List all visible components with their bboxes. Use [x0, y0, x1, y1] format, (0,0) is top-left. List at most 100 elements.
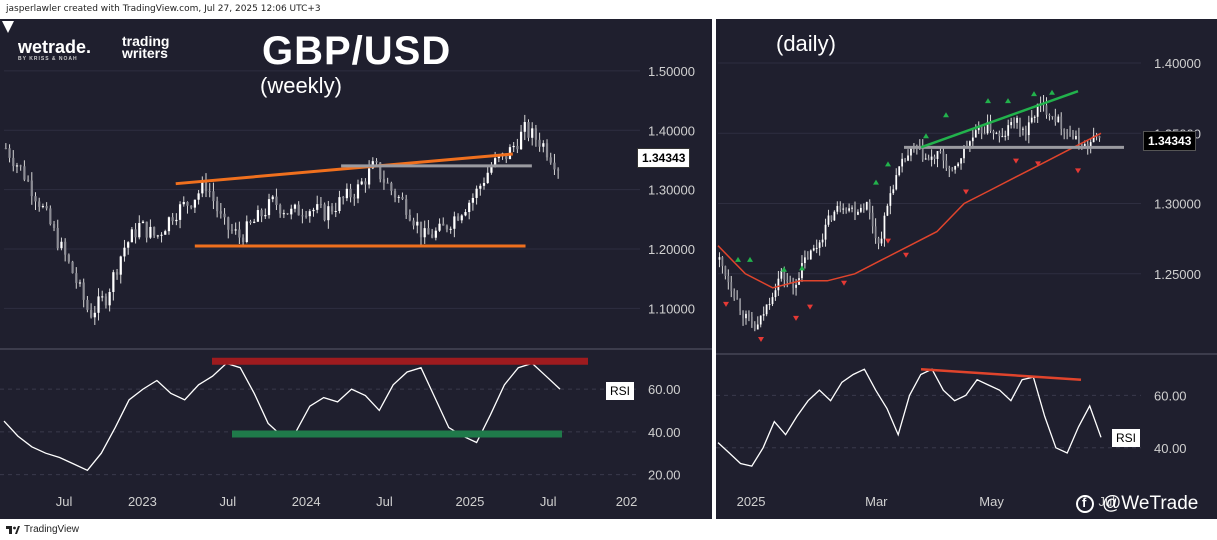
- daily-candle: [910, 148, 912, 156]
- weekly-candle: [56, 227, 59, 249]
- weekly-candle: [186, 202, 189, 206]
- daily-price-tick-label: 1.30000: [1154, 197, 1201, 212]
- daily-candle: [786, 279, 789, 282]
- weekly-candle: [130, 229, 133, 243]
- weekly-candle: [442, 223, 445, 226]
- weekly-candle: [160, 234, 163, 236]
- daily-candle: [1075, 135, 1077, 140]
- daily-candle: [833, 211, 836, 221]
- weekly-candle: [212, 191, 215, 202]
- weekly-candle: [349, 188, 352, 198]
- daily-candle: [1054, 116, 1057, 123]
- daily-candle: [998, 132, 1001, 137]
- daily-candle: [892, 189, 895, 194]
- weekly-candle: [519, 131, 523, 150]
- weekly-candle: [360, 181, 363, 185]
- weekly-candle: [112, 272, 115, 293]
- daily-candle: [980, 126, 983, 134]
- daily-candle: [977, 126, 980, 131]
- facebook-icon: [1076, 495, 1094, 513]
- daily-candle: [936, 151, 939, 159]
- daily-candle: [865, 201, 868, 210]
- weekly-candle: [538, 139, 541, 147]
- daily-candle: [992, 130, 995, 134]
- weekly-candle: [549, 157, 552, 163]
- daily-candle: [836, 205, 839, 212]
- weekly-candle: [119, 256, 122, 275]
- daily-candle: [809, 250, 812, 260]
- weekly-candle: [138, 223, 141, 238]
- weekly-candle: [419, 221, 423, 238]
- weekly-candle: [405, 199, 408, 215]
- weekly-candle: [468, 202, 471, 213]
- wetrade-handle: @WeTrade: [1076, 493, 1198, 515]
- daily-candle: [927, 158, 930, 160]
- weekly-candle: [330, 206, 334, 212]
- daily-candle: [945, 160, 948, 168]
- daily-candle: [942, 151, 945, 161]
- weekly-candle: [479, 185, 482, 189]
- daily-candle: [1048, 114, 1051, 116]
- daily-x-tick-label: Mar: [865, 494, 888, 509]
- weekly-candle: [19, 165, 22, 167]
- daily-candle: [939, 151, 942, 153]
- trading-writers-line1: trading: [122, 33, 170, 49]
- weekly-candle: [304, 215, 308, 217]
- daily-down-fractal-marker: [723, 301, 729, 307]
- weekly-candle: [197, 193, 200, 200]
- daily-candle: [874, 226, 877, 239]
- daily-up-fractal-marker: [885, 161, 891, 167]
- weekly-candle: [531, 128, 534, 138]
- weekly-candle: [401, 196, 404, 200]
- weekly-candle: [30, 180, 33, 197]
- daily-chart-svg: 1.400001.350001.300001.2500060.0040.0020…: [716, 56, 1217, 509]
- weekly-candle: [275, 196, 278, 205]
- weekly-candle: [386, 182, 389, 184]
- daily-price-tick-label: 1.25000: [1154, 267, 1201, 282]
- weekly-candle: [123, 247, 126, 257]
- weekly-candle: [93, 312, 96, 318]
- daily-candle: [860, 207, 862, 212]
- weekly-candle: [316, 204, 319, 210]
- daily-x-tick-label: Jul: [1098, 494, 1115, 509]
- weekly-candle: [204, 181, 208, 192]
- weekly-candle: [271, 196, 274, 200]
- daily-candle: [762, 314, 765, 316]
- weekly-price-tick-label: 1.40000: [648, 123, 695, 138]
- weekly-candle: [182, 202, 185, 205]
- weekly-candle: [97, 296, 100, 313]
- weekly-candle: [67, 254, 70, 262]
- weekly-candle: [82, 282, 85, 300]
- weekly-candle: [557, 169, 560, 171]
- daily-candle: [827, 215, 830, 225]
- weekly-candle: [223, 213, 226, 218]
- weekly-candle: [353, 197, 356, 199]
- weekly-candle: [156, 235, 159, 237]
- daily-candle: [839, 205, 842, 210]
- weekly-candle: [516, 145, 519, 150]
- daily-candle: [1057, 116, 1060, 123]
- daily-last-price-badge: 1.34343: [1143, 131, 1197, 151]
- daily-down-fractal-marker: [1075, 168, 1081, 174]
- weekly-candle: [108, 292, 111, 306]
- weekly-candle: [115, 272, 119, 275]
- weekly-chart-panel: 1.50000 1.40000 1.30000 1.20000 1.10000 60.00…: [0, 19, 712, 519]
- weekly-candle: [312, 209, 315, 212]
- daily-x-tick-label: 2025: [737, 494, 766, 509]
- weekly-candle: [241, 237, 245, 243]
- daily-candle: [1089, 142, 1092, 149]
- daily-candle: [733, 291, 736, 299]
- handle-text: @WeTrade: [1102, 493, 1199, 514]
- weekly-candle: [253, 221, 256, 223]
- weekly-candle: [297, 204, 300, 216]
- weekly-candle: [178, 204, 182, 220]
- weekly-candle: [104, 296, 108, 306]
- weekly-candle: [356, 184, 360, 199]
- weekly-candle: [219, 211, 222, 214]
- daily-candle: [871, 212, 874, 227]
- daily-candle: [806, 257, 809, 260]
- daily-candle: [753, 323, 756, 330]
- weekly-price-tick-label: 1.20000: [648, 242, 695, 257]
- daily-candle: [1072, 136, 1074, 140]
- weekly-candle: [445, 225, 449, 230]
